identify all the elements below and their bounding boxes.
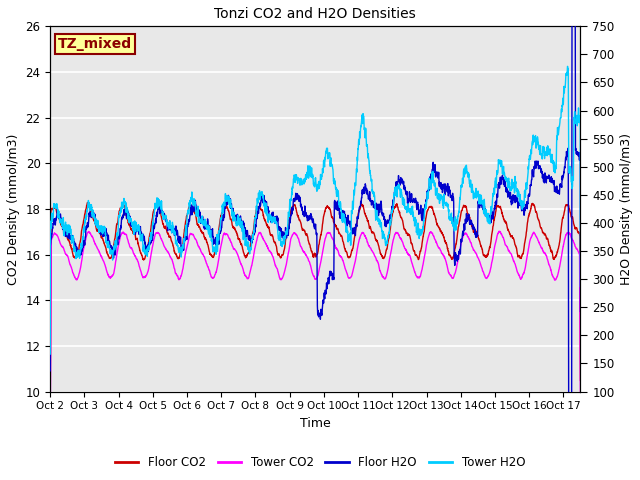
Y-axis label: H2O Density (mmol/m3): H2O Density (mmol/m3) [620,133,633,285]
Text: TZ_mixed: TZ_mixed [58,37,132,51]
Y-axis label: CO2 Density (mmol/m3): CO2 Density (mmol/m3) [7,133,20,285]
Title: Tonzi CO2 and H2O Densities: Tonzi CO2 and H2O Densities [214,7,416,21]
X-axis label: Time: Time [300,417,331,430]
Legend: Floor CO2, Tower CO2, Floor H2O, Tower H2O: Floor CO2, Tower CO2, Floor H2O, Tower H… [110,452,530,474]
